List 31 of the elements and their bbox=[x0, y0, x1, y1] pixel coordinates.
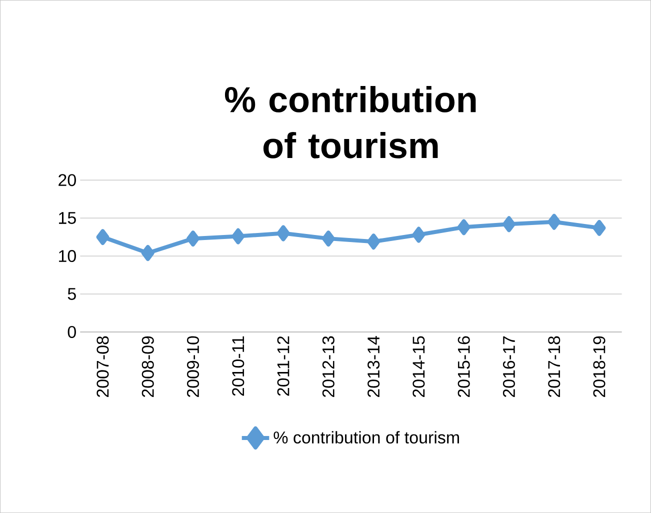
x-tick-label: 2018-19 bbox=[593, 336, 606, 397]
x-tick-label: 2013-14 bbox=[368, 336, 380, 397]
point bbox=[322, 230, 335, 247]
y-tick-label: 20 bbox=[58, 174, 76, 186]
x-tick-label: 2012-13 bbox=[322, 336, 334, 397]
point bbox=[592, 220, 606, 236]
point bbox=[232, 228, 245, 244]
point bbox=[367, 234, 380, 250]
x-tick-label: 2007-08 bbox=[96, 336, 109, 397]
point bbox=[548, 214, 561, 230]
point bbox=[96, 229, 110, 246]
x-tick-label: 2016-17 bbox=[502, 336, 515, 397]
x-tick-label: 2014-15 bbox=[412, 336, 425, 397]
point bbox=[412, 226, 426, 243]
chart-title: % contribution of tourism bbox=[224, 86, 476, 158]
point bbox=[457, 219, 470, 236]
point bbox=[186, 230, 200, 247]
point bbox=[502, 216, 516, 232]
x-tick-label: 2008-09 bbox=[142, 336, 154, 397]
point bbox=[276, 225, 290, 242]
point bbox=[141, 244, 154, 261]
y-tick-label: 10 bbox=[59, 250, 76, 262]
x-tick-label: 2011-12 bbox=[277, 336, 290, 396]
legend-label: % contribution of tourism bbox=[274, 431, 459, 444]
x-tick-label: 2010-11 bbox=[232, 336, 244, 396]
y-tick-label: 5 bbox=[68, 288, 76, 300]
x-tick-label: 2015-16 bbox=[458, 336, 470, 397]
y-tick-label: 0 bbox=[68, 326, 76, 338]
x-tick-label: 2017-18 bbox=[548, 336, 560, 397]
x-tick-label: 2009-10 bbox=[186, 336, 200, 397]
y-tick-label: 15 bbox=[59, 212, 76, 224]
